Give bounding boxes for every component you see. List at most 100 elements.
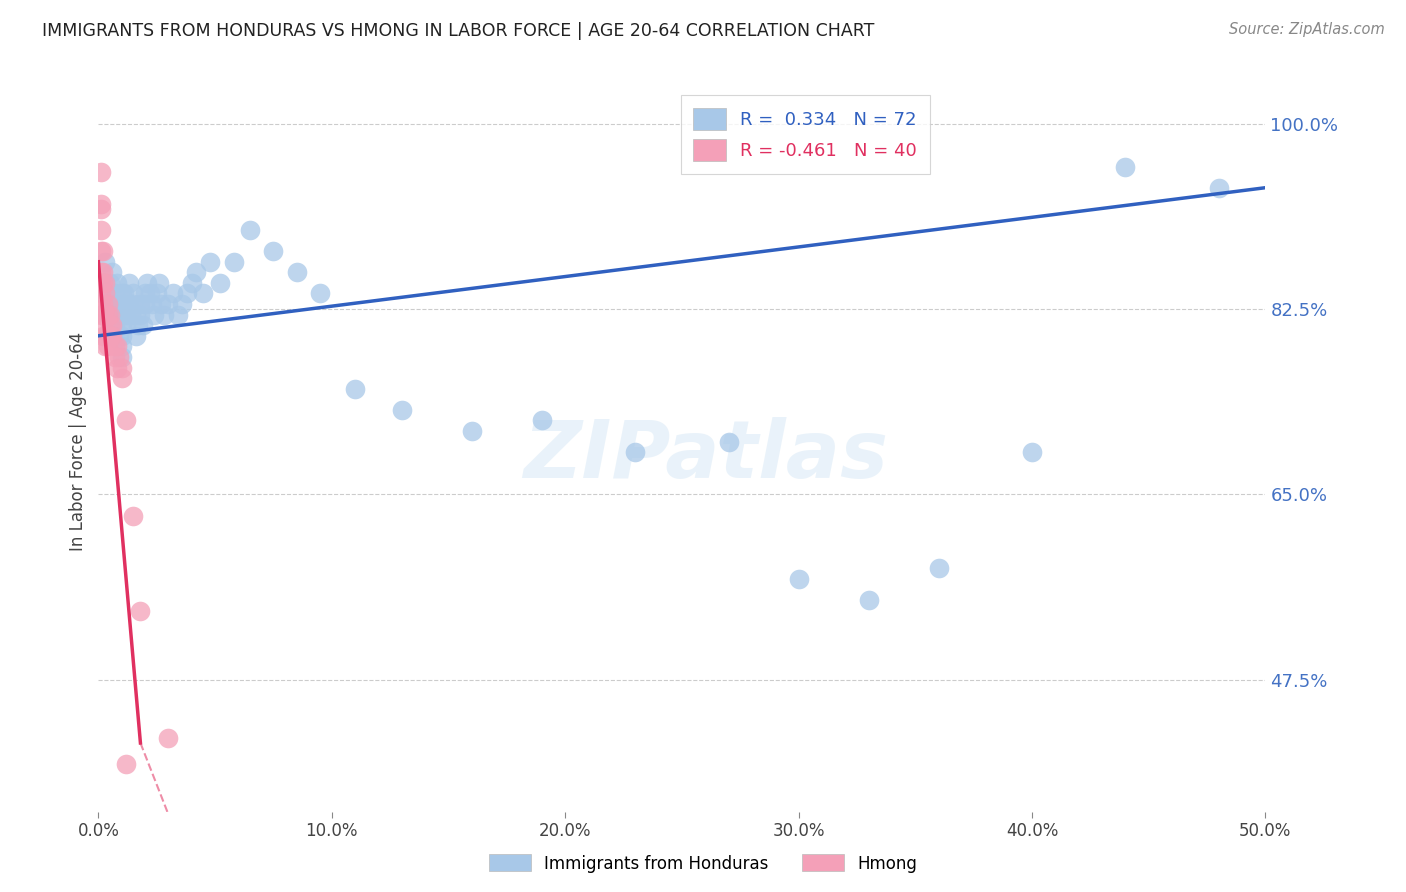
Point	[94, 254, 117, 268]
Point	[111, 328, 134, 343]
Legend: Immigrants from Honduras, Hmong: Immigrants from Honduras, Hmong	[482, 847, 924, 880]
Point	[98, 328, 121, 343]
Point	[90, 276, 112, 290]
Point	[111, 360, 134, 375]
Point	[146, 286, 169, 301]
Point	[91, 244, 114, 259]
Point	[105, 339, 128, 353]
Point	[111, 308, 134, 322]
Point	[104, 286, 127, 301]
Point	[129, 297, 152, 311]
Point	[1021, 445, 1043, 459]
Point	[118, 276, 141, 290]
Point	[111, 318, 134, 333]
Point	[90, 202, 112, 216]
Point	[98, 308, 121, 322]
Point	[285, 265, 308, 279]
Point	[97, 328, 120, 343]
Point	[91, 297, 114, 311]
Point	[858, 593, 880, 607]
Point	[94, 328, 117, 343]
Point	[148, 276, 170, 290]
Point	[101, 328, 124, 343]
Point	[262, 244, 284, 259]
Point	[132, 318, 155, 333]
Point	[101, 265, 124, 279]
Point	[94, 339, 117, 353]
Point	[97, 339, 120, 353]
Point	[112, 286, 135, 301]
Point	[91, 265, 114, 279]
Point	[136, 276, 159, 290]
Point	[101, 328, 124, 343]
Point	[105, 276, 128, 290]
Point	[118, 297, 141, 311]
Point	[90, 196, 112, 211]
Point	[104, 350, 127, 364]
Point	[98, 318, 121, 333]
Point	[125, 308, 148, 322]
Point	[94, 308, 117, 322]
Point	[134, 286, 156, 301]
Point	[120, 308, 142, 322]
Point	[94, 276, 117, 290]
Point	[141, 297, 163, 311]
Point	[222, 254, 245, 268]
Point	[90, 244, 112, 259]
Point	[193, 286, 215, 301]
Point	[108, 350, 131, 364]
Point	[111, 339, 134, 353]
Point	[115, 757, 138, 772]
Point	[344, 382, 367, 396]
Point	[162, 286, 184, 301]
Point	[186, 265, 208, 279]
Point	[624, 445, 647, 459]
Point	[97, 297, 120, 311]
Point	[91, 286, 114, 301]
Point	[122, 297, 145, 311]
Point	[111, 286, 134, 301]
Point	[129, 604, 152, 618]
Text: IMMIGRANTS FROM HONDURAS VS HMONG IN LABOR FORCE | AGE 20-64 CORRELATION CHART: IMMIGRANTS FROM HONDURAS VS HMONG IN LAB…	[42, 22, 875, 40]
Point	[91, 328, 114, 343]
Point	[176, 286, 198, 301]
Point	[180, 276, 202, 290]
Point	[91, 308, 114, 322]
Point	[717, 434, 740, 449]
Point	[309, 286, 332, 301]
Point	[122, 286, 145, 301]
Text: Source: ZipAtlas.com: Source: ZipAtlas.com	[1229, 22, 1385, 37]
Point	[157, 297, 180, 311]
Point	[152, 308, 174, 322]
Point	[105, 360, 128, 375]
Point	[105, 297, 128, 311]
Point	[91, 318, 114, 333]
Legend: R =  0.334   N = 72, R = -0.461   N = 40: R = 0.334 N = 72, R = -0.461 N = 40	[681, 95, 929, 174]
Point	[143, 308, 166, 322]
Point	[172, 297, 194, 311]
Point	[928, 561, 950, 575]
Point	[111, 350, 134, 364]
Point	[1208, 180, 1230, 194]
Point	[111, 297, 134, 311]
Point	[115, 308, 138, 322]
Point	[787, 572, 810, 586]
Point	[134, 297, 156, 311]
Point	[112, 297, 135, 311]
Point	[108, 328, 131, 343]
Point	[108, 308, 131, 322]
Point	[101, 318, 124, 333]
Point	[94, 286, 117, 301]
Point	[104, 318, 127, 333]
Point	[530, 413, 553, 427]
Point	[127, 318, 149, 333]
Point	[90, 308, 112, 322]
Point	[125, 328, 148, 343]
Point	[461, 424, 484, 438]
Point	[97, 308, 120, 322]
Point	[208, 276, 231, 290]
Point	[111, 371, 134, 385]
Point	[129, 308, 152, 322]
Point	[115, 413, 138, 427]
Point	[98, 276, 121, 290]
